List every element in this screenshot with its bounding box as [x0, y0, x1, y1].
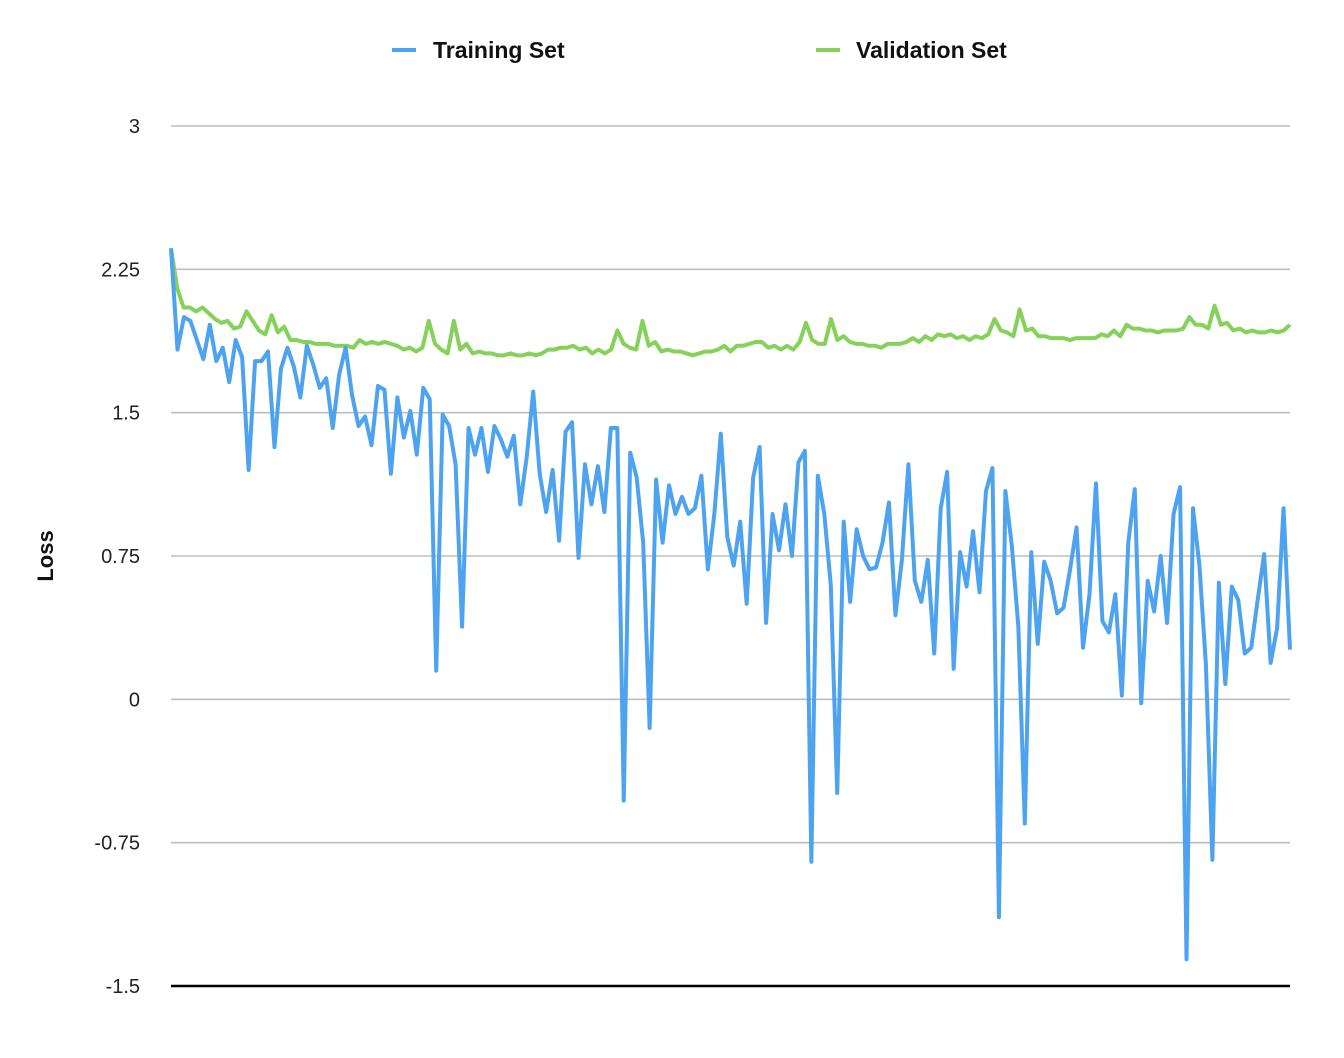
y-tick-label: -0.75: [94, 833, 140, 855]
y-tick-label: 0.75: [101, 546, 140, 568]
y-tick-label: 3: [129, 116, 140, 138]
legend-label-training: Training Set: [433, 37, 565, 63]
legend-item-validation[interactable]: Validation Set: [816, 37, 1007, 63]
y-axis-label: Loss: [33, 530, 58, 581]
y-tick-label: 2.25: [101, 259, 140, 281]
legend-item-training[interactable]: Training Set: [392, 37, 565, 63]
training-series-line: [169, 248, 1292, 962]
y-tick-label: 1.5: [112, 403, 140, 425]
y-tick-label: 0: [129, 689, 140, 711]
y-tick-labels: 3 2.25 1.5 0.75 0 -0.75 -1.5: [94, 116, 140, 998]
legend: Training Set Validation Set: [392, 37, 1007, 63]
series-lines: [169, 248, 1292, 962]
legend-label-validation: Validation Set: [856, 37, 1007, 63]
y-tick-label: -1.5: [106, 976, 140, 998]
validation-series-line: [169, 248, 1292, 358]
